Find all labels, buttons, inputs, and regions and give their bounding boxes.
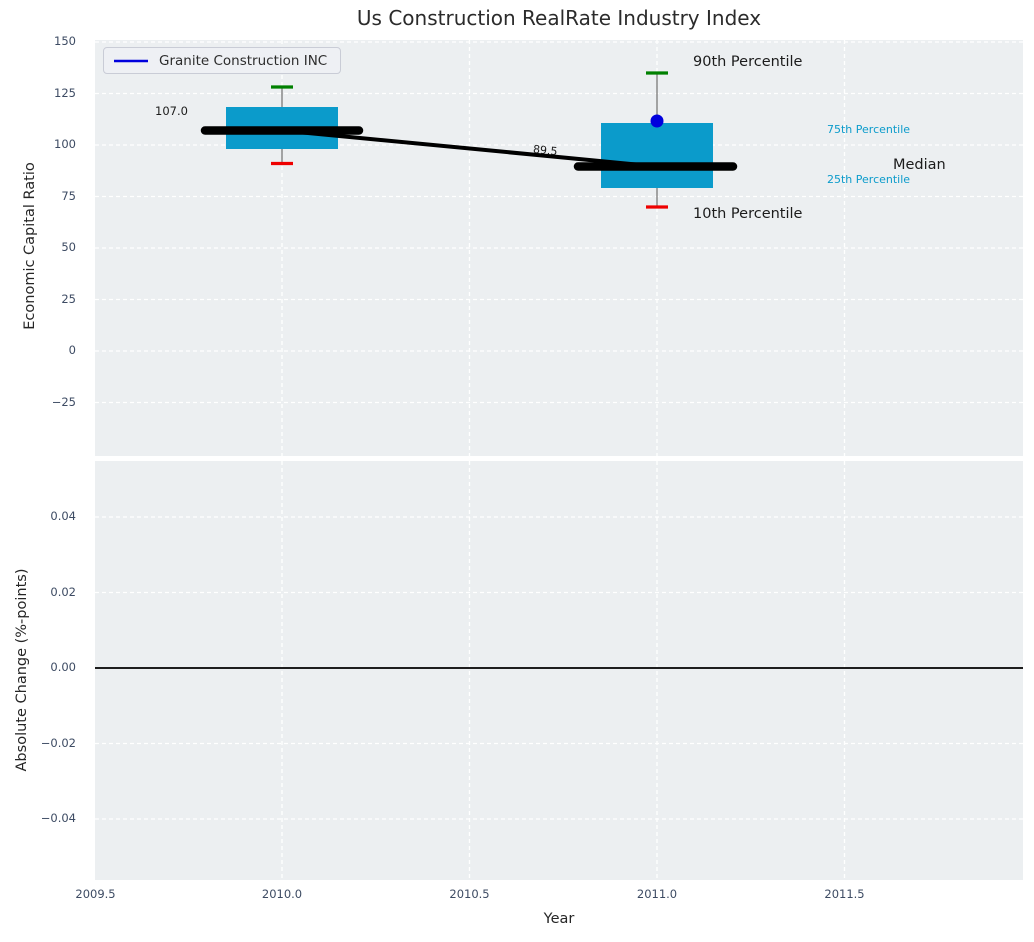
y-tick-0.04: 0.04 bbox=[50, 509, 76, 523]
y-tick-150: 150 bbox=[54, 34, 76, 48]
value-label-2010: 107.0 bbox=[155, 104, 188, 118]
median-trend-line bbox=[281, 128, 658, 169]
y-tick-125: 125 bbox=[54, 85, 76, 100]
x-tick-2010.0: 2010.0 bbox=[261, 887, 303, 901]
y-tick-neg0.04: −0.04 bbox=[40, 811, 76, 825]
value-label-2011: 89.5 bbox=[532, 142, 559, 159]
annotation-75th-percentile: 75th Percentile bbox=[827, 123, 911, 136]
legend: Granite Construction INC bbox=[103, 47, 341, 74]
x-axis-label: Year bbox=[543, 911, 575, 927]
x-tick-2009.5: 2009.5 bbox=[75, 887, 116, 901]
y-tick-25: 25 bbox=[61, 291, 76, 306]
annotation-median: Median bbox=[893, 157, 946, 173]
annotation-25th-percentile: 25th Percentile bbox=[827, 173, 911, 186]
legend-line-swatch bbox=[114, 59, 148, 62]
chart-title: Us Construction RealRate Industry Index bbox=[356, 6, 762, 30]
annotation-10th-percentile: 10th Percentile bbox=[693, 206, 803, 222]
x-tick-2011.0: 2011.0 bbox=[636, 887, 678, 901]
y-tick-0: 0 bbox=[68, 343, 76, 357]
y-tick-0.00: 0.00 bbox=[50, 660, 76, 674]
y-tick-75: 75 bbox=[61, 188, 76, 203]
box-2011 bbox=[601, 123, 713, 188]
legend-label: Granite Construction INC bbox=[159, 52, 328, 69]
y-tick-50: 50 bbox=[61, 240, 76, 254]
y-tick-0.02: 0.02 bbox=[50, 584, 76, 599]
bottom-gridlines bbox=[95, 461, 1023, 880]
x-tick-2011.5: 2011.5 bbox=[824, 887, 865, 901]
y-tick-neg0.02: −0.02 bbox=[40, 735, 76, 750]
y-tick-100: 100 bbox=[54, 137, 76, 151]
x-tick-2010.5: 2010.5 bbox=[449, 887, 490, 901]
annotation-90th-percentile: 90th Percentile bbox=[693, 54, 803, 70]
bottom-axes-background bbox=[95, 461, 1023, 880]
y-tick-neg25: −25 bbox=[51, 394, 76, 409]
company-point-2011 bbox=[650, 114, 664, 128]
